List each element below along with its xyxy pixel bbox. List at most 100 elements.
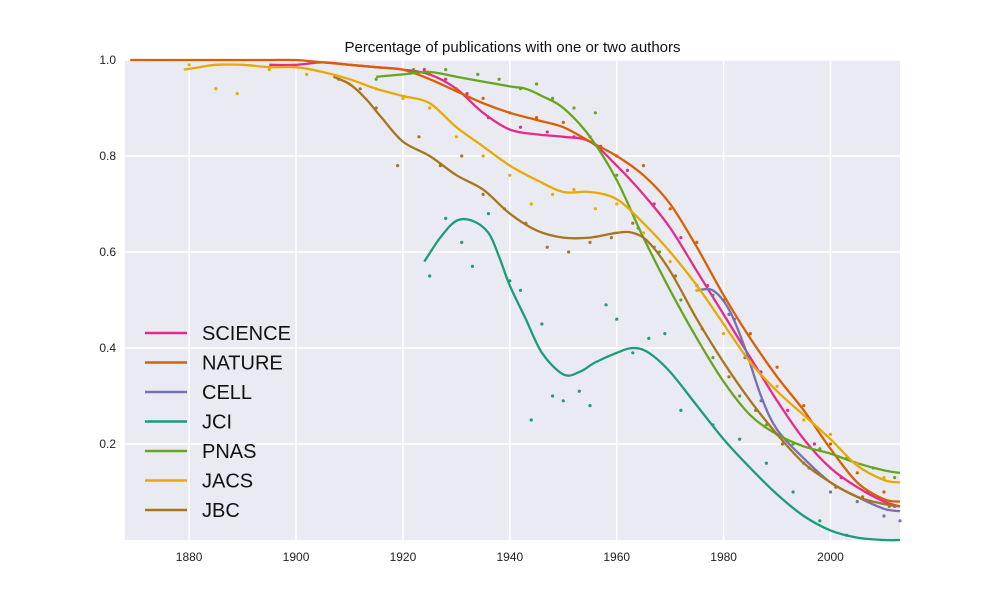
data-point-jacs bbox=[267, 68, 271, 72]
data-point-jacs bbox=[305, 72, 309, 76]
data-point-jacs bbox=[641, 231, 646, 235]
data-point-jacs bbox=[187, 63, 191, 67]
data-point-jci bbox=[529, 418, 533, 422]
data-point-cell bbox=[882, 514, 886, 518]
data-point-pnas bbox=[476, 72, 480, 76]
x-tick-label: 1880 bbox=[176, 550, 203, 564]
data-point-jacs bbox=[802, 418, 806, 422]
data-point-nature bbox=[534, 116, 539, 120]
legend-label-jacs: JACS bbox=[202, 471, 253, 493]
data-point-nature bbox=[775, 365, 779, 369]
data-point-pnas bbox=[738, 394, 742, 398]
data-point-science bbox=[465, 92, 469, 96]
data-point-jacs bbox=[214, 87, 218, 91]
data-point-jci bbox=[444, 216, 448, 220]
data-point-jbc bbox=[631, 221, 635, 225]
data-point-jci bbox=[588, 404, 592, 408]
data-point-jacs bbox=[454, 135, 458, 139]
data-point-jacs bbox=[775, 384, 779, 388]
data-point-jbc bbox=[545, 245, 549, 249]
data-point-cell bbox=[711, 293, 715, 297]
y-tick-label: 0.8 bbox=[99, 149, 116, 163]
series-line-nature bbox=[130, 58, 901, 503]
data-point-pnas bbox=[550, 96, 555, 100]
data-point-jci bbox=[604, 303, 608, 307]
data-point-jci bbox=[615, 317, 619, 321]
data-point-jci bbox=[818, 519, 822, 523]
data-point-jacs bbox=[235, 92, 239, 96]
data-point-jbc bbox=[481, 192, 485, 196]
data-point-science bbox=[444, 77, 448, 81]
legend-label-jci: JCI bbox=[202, 412, 232, 434]
data-point-jacs bbox=[572, 188, 576, 192]
data-point-jci bbox=[577, 389, 581, 393]
chart-title: Percentage of publications with one or t… bbox=[344, 39, 680, 56]
data-point-science bbox=[812, 442, 817, 446]
data-point-nature bbox=[855, 471, 859, 475]
data-point-jacs bbox=[722, 332, 726, 336]
data-point-jci bbox=[631, 351, 635, 355]
data-point-cell bbox=[855, 500, 859, 504]
legend-item-cell: CELL bbox=[145, 382, 252, 404]
legend-item-jbc: JBC bbox=[145, 500, 240, 522]
data-point-jci bbox=[679, 408, 683, 412]
data-point-jbc bbox=[727, 375, 731, 379]
data-point-jci bbox=[550, 394, 555, 398]
data-point-nature bbox=[481, 96, 485, 100]
data-point-jbc bbox=[588, 240, 592, 244]
legend-item-science: SCIENCE bbox=[145, 323, 291, 345]
data-point-jbc bbox=[567, 250, 571, 254]
data-point-jacs bbox=[668, 260, 672, 264]
data-point-jbc bbox=[395, 164, 400, 168]
data-point-nature bbox=[428, 72, 432, 76]
data-point-cell bbox=[727, 312, 731, 316]
data-point-jci bbox=[663, 332, 667, 336]
data-point-jacs bbox=[882, 476, 886, 480]
legend-label-pnas: PNAS bbox=[202, 441, 256, 463]
data-point-cell bbox=[828, 490, 833, 494]
x-tick-label: 2000 bbox=[817, 550, 844, 564]
legend: SCIENCE NATURE CELL JCI PNAS JACS JBC bbox=[145, 323, 291, 522]
data-point-jacs bbox=[508, 173, 512, 177]
data-point-jacs bbox=[481, 154, 485, 158]
axis-tick-labels: 1880 1900 1920 1940 1960 1980 2000 0.2 0.4 0.6 0.8… bbox=[99, 53, 844, 564]
data-point-jci bbox=[470, 264, 475, 268]
series-line-pnas bbox=[376, 70, 901, 474]
data-point-science bbox=[625, 168, 630, 172]
series-line-jbc bbox=[332, 75, 901, 508]
data-point-pnas bbox=[412, 68, 416, 72]
series-jacs bbox=[183, 63, 901, 484]
data-point-nature bbox=[802, 404, 806, 408]
legend-label-nature: NATURE bbox=[202, 353, 283, 375]
legend-item-nature: NATURE bbox=[145, 353, 283, 375]
data-point-science bbox=[518, 125, 523, 129]
data-point-pnas bbox=[893, 476, 897, 480]
data-point-jci bbox=[460, 240, 464, 244]
data-point-jacs bbox=[695, 288, 699, 292]
data-point-cell bbox=[898, 519, 902, 523]
data-point-jbc bbox=[609, 236, 613, 240]
data-point-jci bbox=[647, 336, 651, 340]
data-point-jacs bbox=[593, 207, 597, 211]
data-point-jacs bbox=[828, 432, 833, 436]
data-point-nature bbox=[561, 120, 565, 124]
y-tick-label: 0.4 bbox=[99, 341, 116, 355]
data-point-jci bbox=[561, 399, 565, 403]
series-layer bbox=[130, 58, 902, 542]
data-point-nature bbox=[668, 207, 672, 211]
legend-label-cell: CELL bbox=[202, 382, 252, 404]
data-point-pnas bbox=[615, 173, 619, 177]
data-point-pnas bbox=[374, 77, 378, 81]
data-point-nature bbox=[828, 442, 833, 446]
data-point-jci bbox=[486, 212, 491, 216]
data-point-nature bbox=[748, 332, 752, 336]
data-point-pnas bbox=[593, 111, 597, 115]
legend-item-jci: JCI bbox=[145, 412, 232, 434]
series-line-jacs bbox=[183, 63, 901, 484]
data-point-jacs bbox=[428, 106, 432, 110]
data-point-science bbox=[545, 130, 549, 134]
legend-item-jacs: JACS bbox=[145, 471, 253, 493]
legend-item-pnas: PNAS bbox=[145, 441, 256, 463]
data-point-jbc bbox=[460, 154, 464, 158]
